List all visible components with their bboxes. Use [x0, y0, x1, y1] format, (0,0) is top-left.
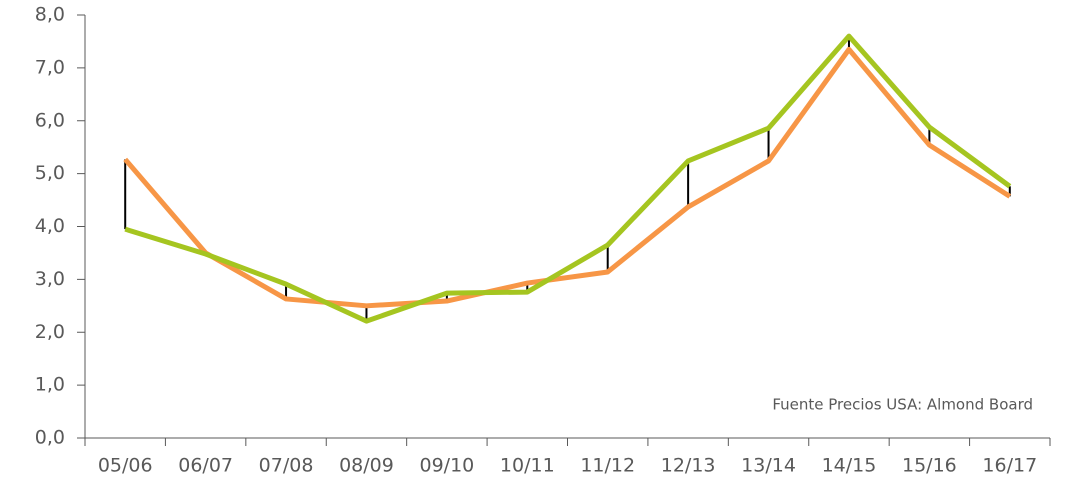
x-tick-label: 14/15	[822, 455, 877, 477]
x-tick-label: 09/10	[419, 455, 474, 477]
y-tick-label: 2,0	[35, 321, 65, 343]
y-tick-label: 4,0	[35, 215, 65, 237]
annotation: Fuente Precios USA: Almond Board	[772, 396, 1033, 414]
x-tick-label: 10/11	[500, 455, 555, 477]
y-tick-label: 7,0	[35, 56, 65, 78]
x-tick-label: 13/14	[741, 455, 796, 477]
series-line	[124, 33, 1012, 324]
y-tick-label: 8,0	[35, 4, 65, 26]
y-tick-label: 6,0	[35, 109, 65, 131]
x-tick-label: 11/12	[580, 455, 635, 477]
y-tick-label: 1,0	[35, 374, 65, 396]
y-tick-label: 5,0	[35, 162, 65, 184]
x-tick-label: 15/16	[902, 455, 957, 477]
x-tick-label: 07/08	[259, 455, 314, 477]
y-tick-label: 0,0	[35, 427, 65, 449]
x-tick-label: 12/13	[661, 455, 716, 477]
x-tick-label: 08/09	[339, 455, 394, 477]
x-tick-label: 05/06	[98, 455, 153, 477]
x-tick-label: 16/17	[982, 455, 1037, 477]
x-tick-label: 06/07	[178, 455, 233, 477]
series-line	[123, 46, 1012, 309]
y-tick-label: 3,0	[35, 268, 65, 290]
